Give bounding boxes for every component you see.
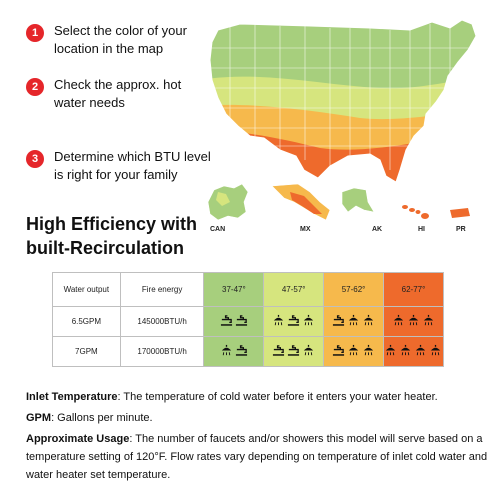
header-band-2: 47-57°	[263, 272, 325, 307]
faucet-icon	[332, 314, 345, 329]
faucet-icon	[235, 314, 248, 329]
step-2: 2 Check the approx. hot water needs	[26, 76, 214, 112]
note-gpm-text: : Gallons per minute.	[51, 412, 153, 424]
step-text: Select the color of your location in the…	[54, 23, 187, 56]
faucet-icon	[287, 314, 300, 329]
header-water-output: Water output	[52, 272, 121, 307]
shower-icon	[384, 344, 397, 359]
notes: Inlet Temperature: The temperature of co…	[26, 388, 488, 487]
headline: High Efficiency with built-Recirculation	[26, 214, 198, 258]
faucet-icon	[235, 344, 248, 359]
usage-icons	[382, 336, 445, 367]
step-number: 2	[26, 78, 44, 96]
row-output: 7GPM	[52, 336, 121, 367]
note-usage-text: : The number of faucets and/or showers t…	[26, 433, 488, 481]
row-output: 6.5GPM	[52, 306, 121, 337]
shower-icon	[422, 314, 435, 329]
faucet-icon	[332, 344, 345, 359]
map-label-mx: MX	[300, 226, 311, 233]
shower-icon	[429, 344, 442, 359]
faucet-icon	[287, 344, 300, 359]
row-energy: 145000BTU/h	[119, 306, 205, 337]
map-label-pr: PR	[456, 226, 466, 233]
mexico-map	[271, 183, 331, 221]
btu-table: Water output Fire energy 37-47° 47-57° 5…	[52, 272, 445, 367]
puerto-rico-map	[450, 208, 470, 218]
us-temperature-map	[209, 19, 477, 183]
note-inlet: Inlet Temperature: The temperature of co…	[26, 388, 488, 406]
shower-icon	[272, 314, 285, 329]
hawaii-map	[402, 205, 429, 219]
usage-icons	[203, 306, 265, 337]
usage-icons	[203, 336, 265, 367]
header-band-4: 62-77°	[382, 272, 445, 307]
step-number: 1	[26, 24, 44, 42]
shower-icon	[347, 344, 360, 359]
shower-icon	[302, 344, 315, 359]
usage-icons	[323, 336, 384, 367]
shower-icon	[399, 344, 412, 359]
alaska-map	[341, 187, 375, 213]
map-label-ak: AK	[372, 226, 383, 233]
step-text: Check the approx. hot water needs	[54, 77, 182, 110]
table-row: 7GPM 170000BTU/h	[52, 336, 445, 367]
shower-icon	[220, 344, 233, 359]
header-band-3: 57-62°	[323, 272, 384, 307]
faucet-icon	[272, 344, 285, 359]
step-1: 1 Select the color of your location in t…	[26, 22, 214, 58]
faucet-icon	[220, 314, 233, 329]
table-header-row: Water output Fire energy 37-47° 47-57° 5…	[52, 272, 445, 307]
shower-icon	[392, 314, 405, 329]
note-usage: Approximate Usage: The number of faucets…	[26, 430, 488, 484]
shower-icon	[347, 314, 360, 329]
step-text: Determine which BTU level is right for y…	[54, 149, 211, 182]
usage-icons	[323, 306, 384, 337]
shower-icon	[302, 314, 315, 329]
note-gpm-label: GPM	[26, 412, 52, 424]
canada-map	[207, 183, 249, 221]
map-label-hi: HI	[418, 226, 425, 233]
map-label-can: CAN	[210, 226, 226, 233]
note-inlet-label: Inlet Temperature	[26, 391, 118, 403]
usage-icons	[382, 306, 445, 337]
note-usage-label: Approximate Usage	[26, 433, 130, 445]
shower-icon	[362, 314, 375, 329]
note-inlet-text: : The temperature of cold water before i…	[117, 391, 438, 403]
header-band-1: 37-47°	[203, 272, 265, 307]
table-row: 6.5GPM 145000BTU/h	[52, 306, 445, 337]
shower-icon	[407, 314, 420, 329]
shower-icon	[362, 344, 375, 359]
note-gpm: GPM: Gallons per minute.	[26, 409, 488, 427]
header-fire-energy: Fire energy	[119, 272, 205, 307]
usage-icons	[263, 306, 325, 337]
usage-icons	[263, 336, 325, 367]
row-energy: 170000BTU/h	[119, 336, 205, 367]
shower-icon	[414, 344, 427, 359]
step-3: 3 Determine which BTU level is right for…	[26, 148, 214, 184]
step-number: 3	[26, 150, 44, 168]
